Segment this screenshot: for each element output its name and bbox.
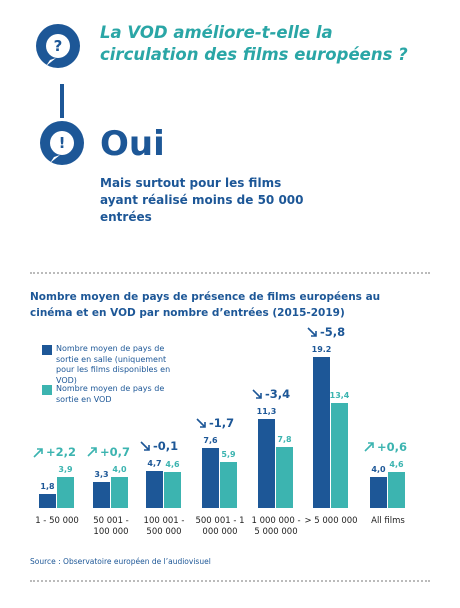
bar: [57, 477, 74, 508]
source: Source : Observatoire européen de l’audi…: [30, 557, 211, 566]
value-label: 4,7: [147, 459, 162, 469]
difference-label: +0,7: [100, 444, 131, 459]
bar: [111, 476, 128, 508]
difference-label: +0,6: [377, 439, 408, 454]
value-label: 3,3: [94, 470, 109, 480]
difference-label: -0,1: [153, 439, 179, 454]
bar: [370, 476, 387, 508]
difference-label: -3,4: [265, 387, 291, 402]
trend-arrow: [252, 389, 262, 399]
difference: -3,4: [252, 387, 290, 401]
question: La VOD améliore-t-elle la circulation de…: [100, 23, 408, 64]
x-tick-label: 1 - 50 000: [35, 516, 79, 526]
difference: +0,7: [87, 445, 130, 459]
separator: [30, 580, 430, 582]
trend-arrow: [140, 441, 150, 451]
bar: [258, 419, 275, 508]
difference: +0,6: [364, 440, 407, 454]
x-tick-label: 1 000 000 - 5 000 000: [251, 516, 301, 537]
legend-swatch: [42, 345, 52, 355]
x-tick-label: All films: [371, 516, 405, 526]
bar: [146, 471, 163, 508]
difference-label: -5,8: [320, 325, 346, 340]
value-label: 4,6: [389, 459, 404, 469]
difference: -5,8: [307, 325, 345, 339]
trend-arrow: [33, 448, 43, 458]
trend-arrow: [307, 327, 317, 337]
x-tick-label: > 5 000 000: [304, 516, 358, 526]
trend-arrow: [87, 447, 97, 457]
difference: -1,7: [196, 416, 234, 430]
value-label: 19.2: [311, 345, 332, 355]
separator: [30, 272, 430, 274]
difference-label: +2,2: [46, 445, 77, 460]
svg-text:?: ?: [54, 37, 63, 55]
bar: [331, 402, 348, 508]
legend-label: Nombre moyen de pays de sortie en VOD: [56, 384, 165, 404]
value-label: 4,0: [112, 464, 127, 474]
answer-detail: Mais surtout pour les films ayant réalis…: [100, 176, 304, 224]
bar: [388, 471, 405, 508]
trend-arrow: [196, 418, 206, 428]
bar: [276, 446, 293, 508]
value-label: 5,9: [221, 449, 236, 459]
difference-label: -1,7: [209, 416, 235, 431]
value-label: 7,8: [277, 434, 292, 444]
x-tick-label: 50 001 - 100 000: [93, 516, 129, 537]
bar: [39, 493, 56, 508]
chart-title: Nombre moyen de pays de présence de film…: [30, 291, 381, 319]
difference: +2,2: [33, 445, 76, 459]
value-label: 13,4: [329, 390, 350, 400]
bar: [313, 357, 330, 508]
bar: [93, 482, 110, 508]
answer: Oui: [100, 124, 165, 164]
bar: [220, 461, 237, 508]
header-icons: ? !: [36, 24, 84, 165]
svg-text:!: !: [59, 134, 66, 152]
bar: [164, 471, 181, 508]
value-label: 3,9: [58, 465, 73, 475]
value-label: 4,0: [371, 464, 386, 474]
difference: -0,1: [140, 439, 178, 453]
value-label: 11,3: [256, 407, 277, 417]
legend-swatch: [42, 385, 52, 395]
legend-label: Nombre moyen de pays de sortie en salle …: [56, 344, 171, 385]
x-tick-label: 100 001 - 500 000: [143, 516, 185, 537]
trend-arrow: [364, 442, 374, 452]
bar: [202, 448, 219, 508]
value-label: 7,6: [203, 436, 218, 446]
value-label: 1,8: [40, 481, 55, 491]
x-tick-label: 500 001 - 1 000 000: [195, 516, 245, 537]
value-label: 4,6: [165, 459, 180, 469]
